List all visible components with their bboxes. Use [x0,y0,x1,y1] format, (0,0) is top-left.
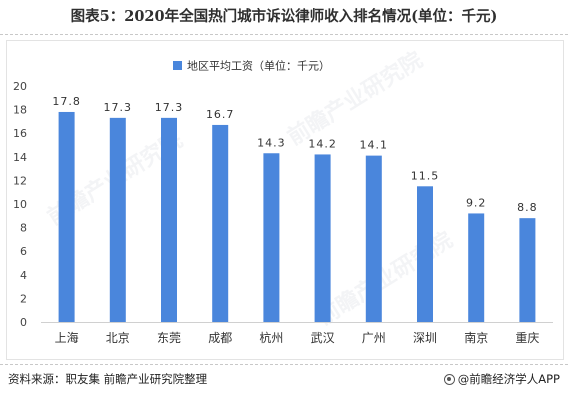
title-divider [0,34,568,35]
bar-6 [314,154,331,322]
y-tick-label: 16 [13,127,27,140]
y-tick-label: 4 [20,269,27,282]
value-label: 14.2 [308,137,337,150]
y-tick-label: 14 [13,151,27,164]
value-label: 16.7 [206,108,235,121]
value-label: 17.3 [155,101,184,114]
bars [58,111,536,323]
bar-8 [417,186,433,322]
value-label: 17.3 [104,101,133,114]
x-tick-label: 南京 [464,330,488,345]
footer-divider [0,364,568,365]
brand-logo-icon [443,373,455,385]
bar-9 [468,213,485,322]
y-axis: 0 2 4 6 8 10 12 14 16 18 20 [13,80,27,329]
legend: 地区平均工资（单位：千元） [173,59,330,73]
legend-swatch [173,61,182,70]
bar-3 [161,117,177,322]
x-tick-label: 杭州 [259,330,283,345]
y-tick-label: 6 [20,245,27,258]
value-label: 9.2 [466,196,487,209]
x-tick-label: 上海 [55,330,79,345]
y-tick-label: 10 [13,198,27,211]
value-label: 11.5 [411,169,440,182]
value-label: 14.1 [360,139,389,152]
chart-title: 图表5：2020年全国热门城市诉讼律师收入排名情况(单位：千元) [70,8,498,25]
brand-credit-text: @前瞻经济学人APP [457,372,560,386]
y-tick-label: 2 [20,292,27,305]
bar-7 [365,155,382,322]
x-axis: 上海 北京 东莞 成都 杭州 武汉 广州 深圳 南京 重庆 [41,322,553,345]
y-tick-label: 18 [13,104,27,117]
legend-label: 地区平均工资（单位：千元） [187,59,330,73]
source-note: 资料来源：职友集 前瞻产业研究院整理 [8,372,208,386]
x-tick-label: 武汉 [311,331,335,345]
x-tick-label: 北京 [106,331,130,345]
brand-credit: @前瞻经济学人APP [443,371,560,387]
x-tick-label: 成都 [208,331,232,345]
bar-2 [109,117,126,322]
bar-5 [263,153,280,322]
bar-1 [58,111,75,323]
x-tick-label: 深圳 [413,331,437,345]
y-tick-label: 0 [20,316,27,329]
bar-chart: 0 2 4 6 8 10 12 14 16 18 20 17.8 17.3 17.3 16.7 14.3 14… [13,59,553,345]
y-tick-label: 20 [13,80,27,93]
y-tick-label: 12 [13,174,27,187]
value-label: 17.8 [52,95,81,108]
value-label: 14.3 [257,136,286,149]
y-tick-label: 8 [20,222,27,235]
bar-10 [519,218,536,322]
bar-4 [212,124,229,322]
x-tick-label: 东莞 [157,331,181,345]
value-label: 8.8 [517,201,538,214]
chart-frame: 前瞻产业研究院 前瞻产业研究院 前瞻产业研究院 0246810121416182… [6,40,564,360]
value-labels: 17.8 17.3 17.3 16.7 14.3 14.2 14.1 11.5 9.2 8.8 [52,95,538,214]
x-tick-label: 重庆 [515,331,539,345]
x-tick-label: 广州 [362,331,386,345]
